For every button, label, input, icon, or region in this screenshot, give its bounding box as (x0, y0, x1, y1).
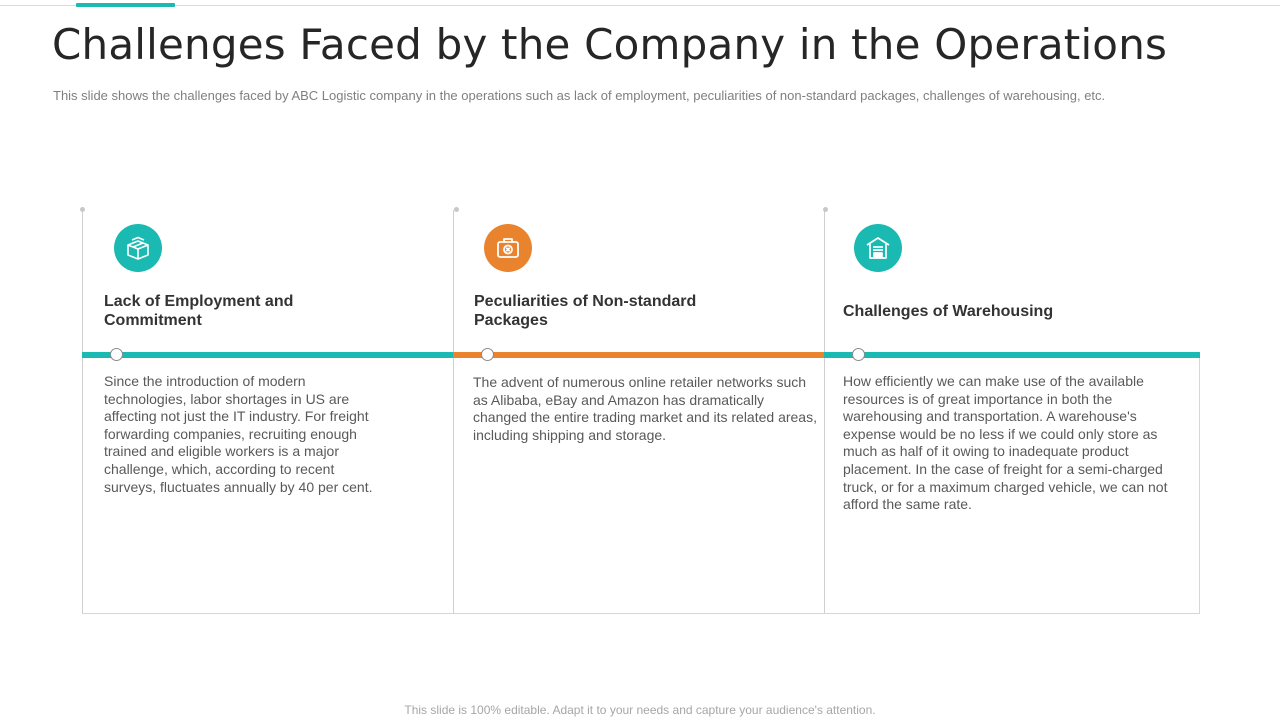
timeline-node (110, 348, 123, 361)
panel-line-dot (823, 207, 828, 212)
warehouse-icon (854, 224, 902, 272)
panel-content-box (824, 356, 1200, 614)
panel-vertical-line (453, 210, 454, 614)
top-divider (0, 5, 1280, 6)
panel-heading: Peculiarities of Non-standard Packages (474, 293, 697, 329)
slide-subtitle: This slide shows the challenges faced by… (53, 88, 1106, 103)
slide-title: Challenges Faced by the Company in the O… (52, 20, 1168, 69)
panel-line-dot (80, 207, 85, 212)
panel-accent-bar (453, 352, 825, 358)
challenge-panel-packages: Peculiarities of Non-standard Packages T… (453, 207, 825, 614)
panel-heading: Lack of Employment and Commitment (104, 293, 294, 329)
boxes-icon (114, 224, 162, 272)
panel-body-text: How efficiently we can make use of the a… (843, 373, 1168, 513)
panel-vertical-line (824, 210, 825, 614)
panel-accent-bar (824, 352, 1200, 358)
panel-accent-bar (82, 352, 454, 358)
timeline-node (852, 348, 865, 361)
timeline-node (481, 348, 494, 361)
package-icon (484, 224, 532, 272)
panel-vertical-line (82, 210, 83, 614)
top-accent-bar (76, 3, 175, 7)
slide-footer: This slide is 100% editable. Adapt it to… (404, 703, 876, 717)
panel-heading: Challenges of Warehousing (843, 303, 1054, 320)
panel-body-text: The advent of numerous online retailer n… (473, 374, 817, 443)
challenge-panel-warehousing: Challenges of Warehousing How efficientl… (823, 207, 1200, 614)
panel-line-dot (454, 207, 459, 212)
panel-body-text: Since the introduction of modern technol… (104, 373, 373, 495)
challenge-panel-employment: Lack of Employment and Commitment Since … (80, 207, 454, 614)
